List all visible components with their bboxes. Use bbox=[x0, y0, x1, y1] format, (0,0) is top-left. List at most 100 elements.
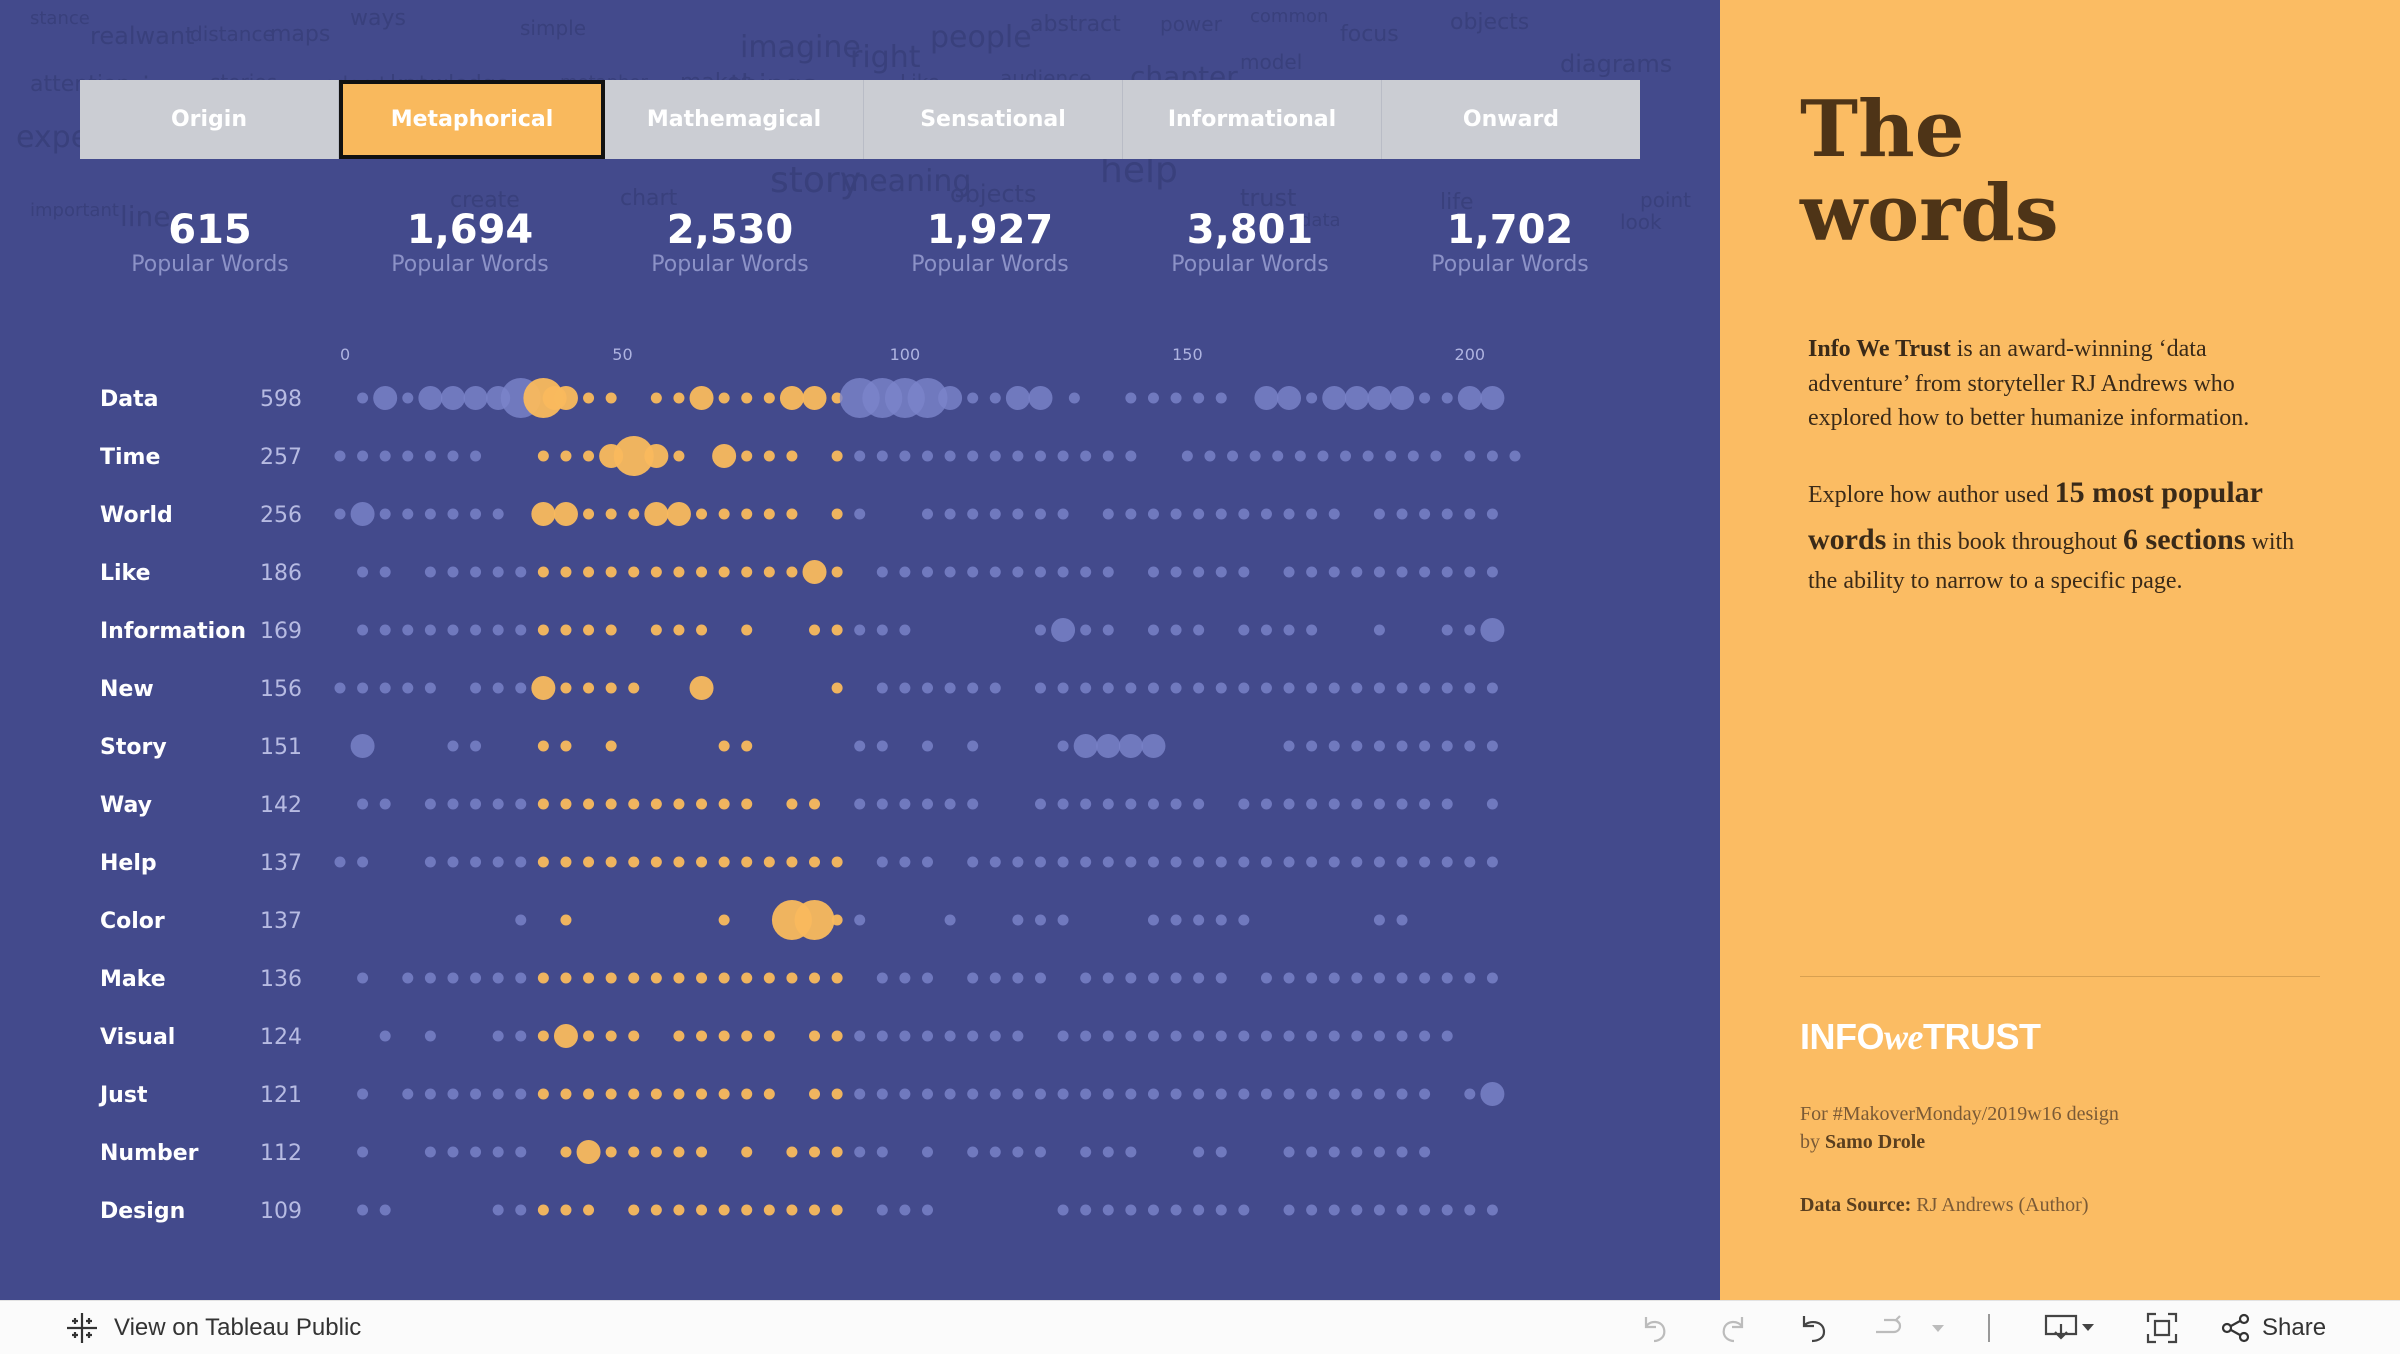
page-dot[interactable] bbox=[696, 508, 708, 520]
page-dot[interactable] bbox=[1215, 392, 1227, 404]
page-dot[interactable] bbox=[1283, 624, 1295, 636]
page-dot[interactable] bbox=[1306, 856, 1318, 868]
page-dot[interactable] bbox=[470, 508, 482, 520]
page-dot[interactable] bbox=[763, 508, 775, 520]
page-dot[interactable] bbox=[1294, 450, 1306, 462]
page-dot[interactable] bbox=[741, 856, 753, 868]
page-dot[interactable] bbox=[1351, 740, 1363, 752]
page-dot[interactable] bbox=[899, 972, 911, 984]
page-dot[interactable] bbox=[922, 450, 933, 462]
page-dot[interactable] bbox=[786, 856, 798, 868]
page-dot[interactable] bbox=[424, 682, 436, 694]
page-dot[interactable] bbox=[802, 560, 827, 584]
page-dot[interactable] bbox=[1464, 450, 1476, 462]
page-dot[interactable] bbox=[583, 972, 595, 984]
page-dot[interactable] bbox=[786, 1146, 798, 1158]
page-dot[interactable] bbox=[1034, 972, 1046, 984]
page-dot[interactable] bbox=[1125, 508, 1137, 520]
page-dot[interactable] bbox=[515, 1146, 527, 1158]
page-dot[interactable] bbox=[854, 740, 866, 752]
page-dot[interactable] bbox=[831, 914, 843, 926]
page-dot[interactable] bbox=[1125, 856, 1137, 868]
page-dot[interactable] bbox=[1464, 682, 1476, 694]
page-dot[interactable] bbox=[1193, 682, 1205, 694]
page-dot[interactable] bbox=[718, 972, 730, 984]
page-dot[interactable] bbox=[944, 508, 956, 520]
page-dot[interactable] bbox=[1441, 1030, 1453, 1042]
page-dot[interactable] bbox=[786, 972, 798, 984]
page-dot[interactable] bbox=[1147, 856, 1159, 868]
page-dot[interactable] bbox=[967, 1088, 979, 1100]
page-dot[interactable] bbox=[1306, 508, 1318, 520]
page-dot[interactable] bbox=[492, 972, 504, 984]
page-dot[interactable] bbox=[854, 798, 866, 810]
page-dot[interactable] bbox=[470, 740, 482, 752]
page-dot[interactable] bbox=[1005, 386, 1030, 410]
page-dot[interactable] bbox=[989, 1146, 1001, 1158]
page-dot[interactable] bbox=[1283, 856, 1295, 868]
page-dot[interactable] bbox=[944, 566, 956, 578]
page-dot[interactable] bbox=[1464, 1204, 1476, 1216]
page-dot[interactable] bbox=[899, 624, 911, 636]
page-dot[interactable] bbox=[809, 972, 821, 984]
page-dot[interactable] bbox=[1441, 682, 1453, 694]
page-dot[interactable] bbox=[1147, 392, 1159, 404]
page-dot[interactable] bbox=[1419, 566, 1431, 578]
page-dot[interactable] bbox=[1419, 740, 1431, 752]
tab-informational[interactable]: Informational bbox=[1123, 80, 1382, 159]
page-dot[interactable] bbox=[854, 1030, 866, 1042]
page-dot[interactable] bbox=[1373, 798, 1385, 810]
page-dot[interactable] bbox=[515, 624, 527, 636]
page-dot[interactable] bbox=[650, 972, 662, 984]
page-dot[interactable] bbox=[689, 386, 714, 410]
page-dot[interactable] bbox=[1419, 508, 1431, 520]
page-dot[interactable] bbox=[876, 624, 888, 636]
page-dot[interactable] bbox=[899, 566, 911, 578]
page-dot[interactable] bbox=[424, 856, 436, 868]
page-dot[interactable] bbox=[1396, 682, 1408, 694]
page-dot[interactable] bbox=[1385, 450, 1397, 462]
page-dot[interactable] bbox=[696, 1088, 708, 1100]
page-dot[interactable] bbox=[650, 1088, 662, 1100]
page-dot[interactable] bbox=[1306, 798, 1318, 810]
page-dot[interactable] bbox=[1012, 450, 1024, 462]
page-dot[interactable] bbox=[1170, 1088, 1182, 1100]
page-dot[interactable] bbox=[553, 1024, 578, 1048]
page-dot[interactable] bbox=[876, 856, 888, 868]
page-dot[interactable] bbox=[854, 508, 866, 520]
page-dot[interactable] bbox=[809, 798, 821, 810]
page-dot[interactable] bbox=[447, 450, 459, 462]
page-dot[interactable] bbox=[447, 740, 459, 752]
page-dot[interactable] bbox=[1373, 1088, 1385, 1100]
page-dot[interactable] bbox=[379, 682, 391, 694]
page-dot[interactable] bbox=[712, 444, 737, 468]
page-dot[interactable] bbox=[673, 392, 685, 404]
page-dot[interactable] bbox=[876, 450, 888, 462]
page-dot[interactable] bbox=[831, 450, 843, 462]
page-dot[interactable] bbox=[424, 1088, 436, 1100]
page-dot[interactable] bbox=[583, 1030, 595, 1042]
page-dot[interactable] bbox=[763, 450, 775, 462]
page-dot[interactable] bbox=[1351, 1204, 1363, 1216]
page-dot[interactable] bbox=[1034, 508, 1046, 520]
page-dot[interactable] bbox=[1034, 856, 1046, 868]
page-dot[interactable] bbox=[1464, 508, 1476, 520]
page-dot[interactable] bbox=[447, 624, 459, 636]
page-dot[interactable] bbox=[553, 502, 578, 526]
page-dot[interactable] bbox=[1373, 740, 1385, 752]
page-dot[interactable] bbox=[1283, 1088, 1295, 1100]
page-dot[interactable] bbox=[922, 1204, 933, 1216]
page-dot[interactable] bbox=[628, 1030, 640, 1042]
page-dot[interactable] bbox=[1102, 1204, 1114, 1216]
page-dot[interactable] bbox=[334, 856, 346, 868]
page-dot[interactable] bbox=[1441, 508, 1453, 520]
page-dot[interactable] bbox=[576, 1140, 601, 1164]
page-dot[interactable] bbox=[402, 508, 414, 520]
page-dot[interactable] bbox=[1322, 386, 1347, 410]
page-dot[interactable] bbox=[1238, 682, 1250, 694]
page-dot[interactable] bbox=[1057, 682, 1069, 694]
page-dot[interactable] bbox=[537, 566, 549, 578]
page-dot[interactable] bbox=[447, 798, 459, 810]
page-dot[interactable] bbox=[1181, 450, 1193, 462]
page-dot[interactable] bbox=[899, 1030, 911, 1042]
